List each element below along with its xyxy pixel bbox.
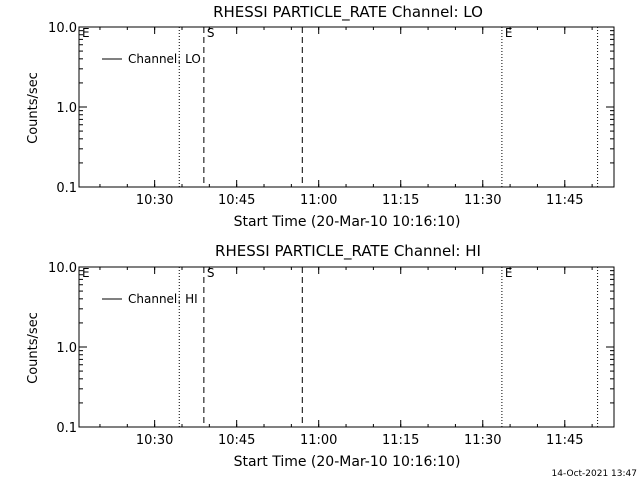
chart-title: RHESSI PARTICLE_RATE Channel: LO <box>213 3 483 22</box>
x-tick-label: 11:45 <box>546 193 583 208</box>
x-tick-label: 10:45 <box>218 193 255 208</box>
y-tick-label: 0.1 <box>56 421 77 436</box>
legend-label: Channel: LO <box>128 52 201 66</box>
x-tick-label: 11:45 <box>546 433 583 448</box>
footer-timestamp: 14-Oct-2021 13:47 <box>552 469 637 479</box>
event-marker-label: S <box>207 26 215 40</box>
plot-frame <box>78 26 615 188</box>
x-tick-label: 11:00 <box>300 193 337 208</box>
x-tick-label: 11:30 <box>464 433 501 448</box>
event-marker-label: S <box>207 266 215 280</box>
x-tick-label: 11:00 <box>300 433 337 448</box>
x-tick-label: 10:45 <box>218 433 255 448</box>
x-tick-label: 10:30 <box>136 193 173 208</box>
chart-panel-hi: RHESSI PARTICLE_RATE Channel: HI Counts/… <box>26 242 615 470</box>
x-tick-label: 11:30 <box>464 193 501 208</box>
event-marker-label: E <box>82 266 90 280</box>
y-axis-label: Counts/sec <box>26 312 41 384</box>
x-axis-label: Start Time (20-Mar-10 10:16:10) <box>234 454 461 470</box>
event-marker-label: E <box>82 26 90 40</box>
y-tick-label: 10.0 <box>48 21 77 36</box>
y-tick-label: 10.0 <box>48 261 77 276</box>
event-marker-label: E <box>505 26 513 40</box>
x-axis-label: Start Time (20-Mar-10 10:16:10) <box>234 214 461 230</box>
x-tick-label: 11:15 <box>382 193 419 208</box>
plot-frame <box>78 266 615 428</box>
y-tick-label: 1.0 <box>56 101 77 116</box>
plot-layer: E S E 10:30 10:45 11:00 11:15 11:30 11:45 0.1 1.0 1… <box>48 21 614 208</box>
chart-panel-lo: RHESSI PARTICLE_RATE Channel: LO Counts/… <box>26 3 615 230</box>
x-tick-label: 11:15 <box>382 433 419 448</box>
event-marker-label: E <box>505 266 513 280</box>
y-axis-label: Counts/sec <box>26 72 41 144</box>
plot-layer: E S E 10:30 10:45 11:00 11:15 11:30 11:45 0.1 1.0 1… <box>48 261 614 448</box>
x-tick-label: 10:30 <box>136 433 173 448</box>
legend-label: Channel: HI <box>128 292 198 306</box>
chart-title: RHESSI PARTICLE_RATE Channel: HI <box>215 242 481 261</box>
y-tick-label: 1.0 <box>56 341 77 356</box>
y-tick-label: 0.1 <box>56 181 77 196</box>
